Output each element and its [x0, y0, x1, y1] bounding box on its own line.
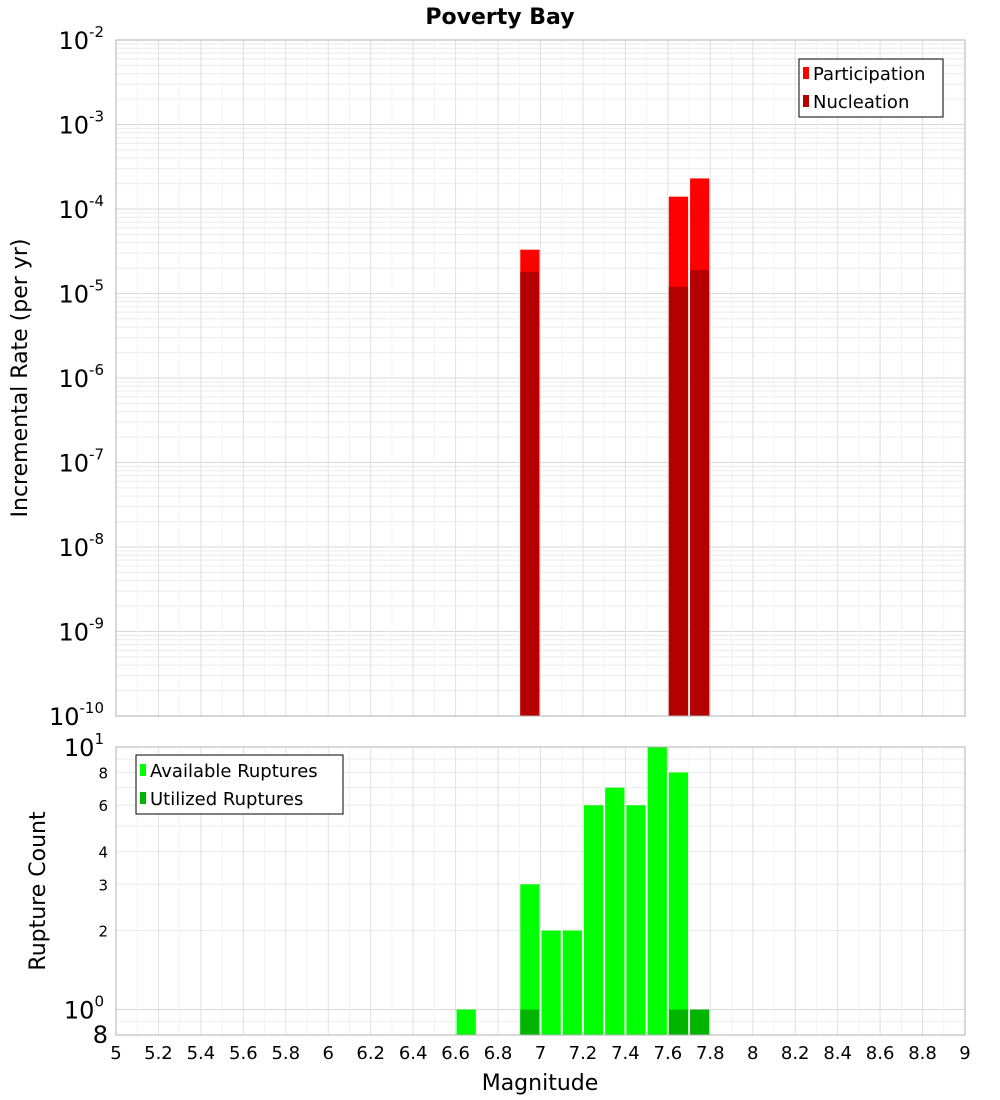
count-plot-frame [115, 746, 966, 1036]
rate-y-tick-label: 10-8 [58, 530, 104, 562]
participation-legend-swatch [803, 67, 809, 79]
rate-y-tick-label: 10-10 [49, 699, 104, 731]
rate-y-tick-label: 10-7 [58, 446, 104, 478]
available-ruptures-bar [647, 747, 667, 1035]
utilized-ruptures-bar [690, 1009, 710, 1035]
x-tick-label: 8 [747, 1043, 758, 1064]
x-tick-label: 7 [535, 1043, 546, 1064]
x-tick-label: 6.6 [441, 1043, 470, 1064]
available-ruptures-bar [456, 1009, 476, 1035]
count-legend-box [135, 754, 344, 815]
rate-plot: 10-2 10-3 10-4 10-5 10-6 10-7 10-8 10-9 10-10 In… [8, 23, 966, 731]
count-y-minor-tick-label: 8 [98, 764, 108, 782]
x-tick-label: 8.2 [781, 1043, 810, 1064]
rate-plot-grid [115, 39, 966, 717]
available-ruptures-bar [668, 772, 689, 1035]
utilized-legend-label: Utilized Ruptures [150, 789, 303, 810]
x-tick-label: 7.4 [611, 1043, 640, 1064]
nucleation-bar [668, 286, 689, 716]
count-y-minor-tick-label: 3 [98, 876, 108, 894]
x-tick-label: 5.8 [271, 1043, 300, 1064]
available-ruptures-bar [541, 930, 561, 1035]
rate-y-ticks: 10-2 10-3 10-4 10-5 10-6 10-7 10-8 10-9 10-10 [49, 23, 104, 731]
available-legend-label: Available Ruptures [150, 761, 318, 782]
rate-y-tick-label: 10-6 [58, 361, 104, 393]
count-y-minor-tick-label: 6 [98, 797, 108, 815]
available-ruptures-bar [520, 884, 540, 1035]
x-tick-label: 8.6 [866, 1043, 895, 1064]
x-tick-label: 8.4 [823, 1043, 852, 1064]
count-legend: Available Ruptures Utilized Ruptures [135, 754, 344, 815]
x-tick-label: 5 [110, 1043, 121, 1064]
rate-y-tick-label: 10-9 [58, 615, 104, 647]
count-plot-bars [456, 747, 710, 1035]
nucleation-bar [520, 271, 540, 716]
utilized-ruptures-bar [520, 1009, 540, 1035]
nucleation-legend-swatch [803, 95, 809, 107]
x-tick-label: 7.6 [654, 1043, 683, 1064]
participation-legend-label: Participation [813, 64, 925, 85]
rate-y-tick-label: 10-2 [58, 23, 104, 55]
x-tick-label: 7.2 [569, 1043, 598, 1064]
available-ruptures-bar [562, 930, 582, 1035]
rate-legend-box [798, 58, 944, 118]
rate-plot-frame [115, 39, 966, 717]
rate-y-tick-label: 10-4 [58, 192, 104, 224]
x-tick-label: 6.8 [484, 1043, 513, 1064]
x-tick-label: 8.8 [908, 1043, 937, 1064]
count-y-minor-tick-label: 4 [98, 843, 108, 861]
available-ruptures-bar [626, 805, 646, 1035]
available-ruptures-bar [605, 787, 625, 1035]
rate-legend: Participation Nucleation [798, 58, 944, 118]
x-tick-label: 6.2 [356, 1043, 385, 1064]
x-tick-label: 7.8 [696, 1043, 725, 1064]
count-y-axis-label: Rupture Count [26, 811, 51, 971]
available-legend-swatch [140, 764, 146, 776]
x-tick-label: 6 [323, 1043, 334, 1064]
nucleation-legend-label: Nucleation [813, 92, 909, 113]
count-y-tick-label: 101 [64, 730, 104, 762]
rate-y-tick-label: 10-3 [58, 108, 104, 140]
count-y-tick-label: 100 [64, 993, 104, 1025]
x-axis-label: Magnitude [482, 1071, 599, 1096]
utilized-legend-swatch [140, 792, 146, 804]
x-tick-label: 5.6 [229, 1043, 258, 1064]
rate-plot-bars [520, 178, 710, 717]
x-tick-label: 5.4 [187, 1043, 216, 1064]
nucleation-bar [690, 269, 710, 716]
rate-y-axis-label: Incremental Rate (per yr) [8, 239, 33, 518]
x-ticks: 5 5.2 5.4 5.6 5.8 6 6.2 6.4 6.6 6.8 7 7.2 7.4 7.6 7.8 8… [110, 1043, 970, 1064]
x-tick-label: 5.2 [144, 1043, 173, 1064]
count-y-minor-tick-label: 2 [98, 923, 108, 941]
rate-y-tick-label: 10-5 [58, 277, 104, 309]
count-y-bottom-tick-label: 8 [93, 1021, 108, 1049]
x-tick-label: 6.4 [399, 1043, 428, 1064]
available-ruptures-bar [583, 805, 604, 1035]
chart-title: Poverty Bay [425, 5, 574, 30]
x-tick-label: 9 [959, 1043, 970, 1064]
utilized-ruptures-bar [668, 1009, 689, 1035]
